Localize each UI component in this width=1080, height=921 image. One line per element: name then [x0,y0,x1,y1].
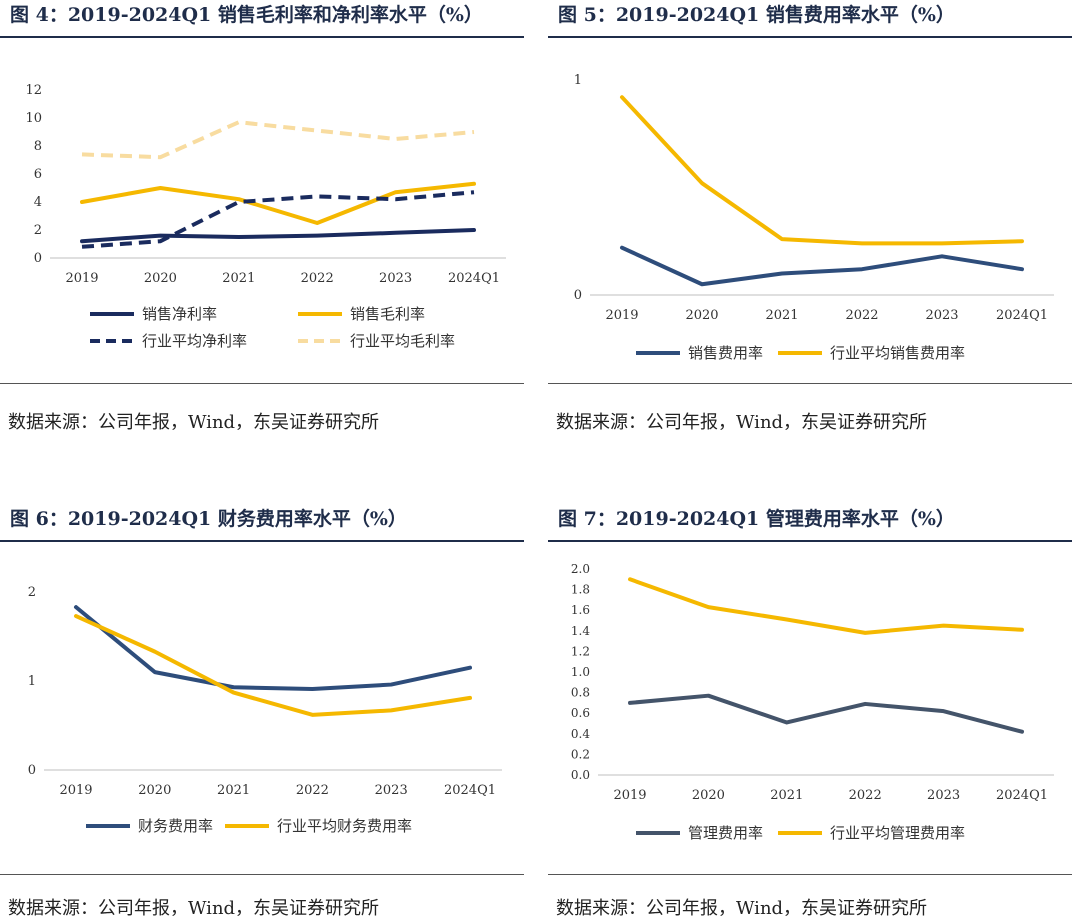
figure-6-chart: 0 1 2 2019 2020 2021 2022 2023 2024Q1 财务费用率 行业平均财务… [28,585,502,835]
figure-5-title: 图 5：2019-2024Q1 销售费用率水平（%） [558,4,955,26]
y-tick-label: 0.2 [571,747,590,761]
figure-5-chart: 0 1 2019 2020 2021 2022 2023 2024Q1 销售费用率 行业平均销售费… [574,73,1054,362]
figure-5-source: 数据来源：公司年报，Wind，东吴证券研究所 [556,412,928,433]
figure-7-source: 数据来源：公司年报，Wind，东吴证券研究所 [556,898,928,919]
figure-5-top-rule [548,36,1072,38]
x-tick-label: 2019 [65,271,98,286]
x-tick-label: 2021 [217,783,250,798]
x-tick-label: 2023 [925,308,958,323]
y-tick-label: 0.0 [571,768,590,782]
legend-label: 财务费用率 [138,817,213,835]
figure-7-top-rule [548,540,1072,542]
x-tick-label: 2019 [613,788,646,803]
legend-label: 行业平均毛利率 [350,332,455,350]
y-tick-label: 1 [574,73,582,88]
series-line-0 [628,693,1024,734]
x-tick-label: 2020 [685,308,718,323]
x-tick-label: 2023 [379,271,412,286]
legend-label: 行业平均财务费用率 [277,817,412,835]
x-tick-label: 2022 [301,271,334,286]
y-tick-label: 1.2 [571,644,590,658]
x-tick-label: 2023 [375,783,408,798]
series-line-1 [80,181,476,225]
y-tick-label: 0.8 [571,686,590,700]
y-tick-label: 1.4 [571,624,590,638]
x-tick-label: 2024Q1 [448,271,500,286]
y-tick-label: 2 [28,585,36,600]
x-tick-label: 2022 [296,783,329,798]
figure-6-title: 图 6：2019-2024Q1 财务费用率水平（%） [10,508,407,530]
figure-4-title: 图 4：2019-2024Q1 销售毛利率和净利率水平（%） [10,4,483,26]
figure-6-panel: 图 6：2019-2024Q1 财务费用率水平（%） 0 1 2 2019 2020 20… [0,504,524,921]
series-line-0 [620,245,1024,287]
series-line-1 [620,95,1024,246]
legend-label: 行业平均销售费用率 [830,344,965,362]
figure-5-panel: 图 5：2019-2024Q1 销售费用率水平（%） 0 1 2019 2020 202… [548,0,1072,440]
x-tick-label: 2021 [770,788,803,803]
series-line-1 [628,577,1024,635]
y-tick-label: 4 [34,195,42,210]
figure-4-source: 数据来源：公司年报，Wind，东吴证券研究所 [8,412,380,433]
figure-7-title: 图 7：2019-2024Q1 管理费用率水平（%） [558,508,955,530]
y-tick-label: 2.0 [571,562,590,576]
y-tick-label: 0 [34,251,42,266]
x-tick-label: 2019 [605,308,638,323]
figure-7-chart: 0.0 0.2 0.4 0.6 0.8 1.0 1.2 1.4 1.6 1.8 2.0 2019 202… [571,562,1054,842]
y-tick-label: 0.6 [571,706,590,720]
figure-6-top-rule [0,540,524,542]
figure-4-top-rule [0,36,524,38]
series-line-3 [81,120,475,160]
legend-label: 销售净利率 [142,305,217,323]
series-line-1 [74,614,472,717]
y-tick-label: 10 [25,111,42,126]
figure-6-source: 数据来源：公司年报，Wind，东吴证券研究所 [8,898,380,919]
series-line-2 [81,190,475,249]
x-tick-label: 2020 [138,783,171,798]
y-tick-label: 12 [25,83,42,98]
y-tick-label: 1.6 [571,603,590,617]
y-tick-label: 2 [34,223,42,238]
legend-label: 销售费用率 [688,344,763,362]
y-tick-label: 1.8 [571,583,590,597]
x-tick-label: 2022 [849,788,882,803]
y-tick-label: 1.0 [571,665,590,679]
y-tick-label: 6 [34,167,42,182]
y-tick-label: 0 [28,763,36,778]
figure-4-bottom-rule [0,383,524,384]
legend-label: 行业平均净利率 [142,332,247,350]
y-tick-label: 0.4 [571,727,590,741]
x-tick-label: 2021 [222,271,255,286]
y-tick-label: 0 [574,288,582,303]
x-tick-label: 2019 [59,783,92,798]
legend-label: 销售毛利率 [350,305,425,323]
x-tick-label: 2023 [927,788,960,803]
legend-label: 行业平均管理费用率 [830,824,965,842]
x-tick-label: 2020 [692,788,725,803]
figure-7-panel: 图 7：2019-2024Q1 管理费用率水平（%） 0.0 0.2 0.4 0.6 0… [548,504,1072,921]
x-tick-label: 2024Q1 [996,788,1048,803]
x-tick-label: 2022 [845,308,878,323]
x-tick-label: 2021 [765,308,798,323]
figure-5-bottom-rule [548,383,1072,384]
series-line-0 [74,605,472,692]
series-line-0 [80,228,476,244]
figure-6-bottom-rule [0,874,524,875]
x-tick-label: 2024Q1 [444,783,496,798]
x-tick-label: 2024Q1 [996,308,1048,323]
legend-label: 管理费用率 [688,824,763,842]
figure-4-chart: 0 2 4 6 8 10 12 2019 2020 2021 2022 2023 2024Q1 销售净利率… [25,83,506,350]
figure-7-bottom-rule [548,874,1072,875]
x-tick-label: 2020 [144,271,177,286]
figure-4-panel: 图 4：2019-2024Q1 销售毛利率和净利率水平（%） 0 2 4 6 8 10 12… [0,0,524,440]
y-tick-label: 1 [28,674,36,689]
y-tick-label: 8 [34,139,42,154]
